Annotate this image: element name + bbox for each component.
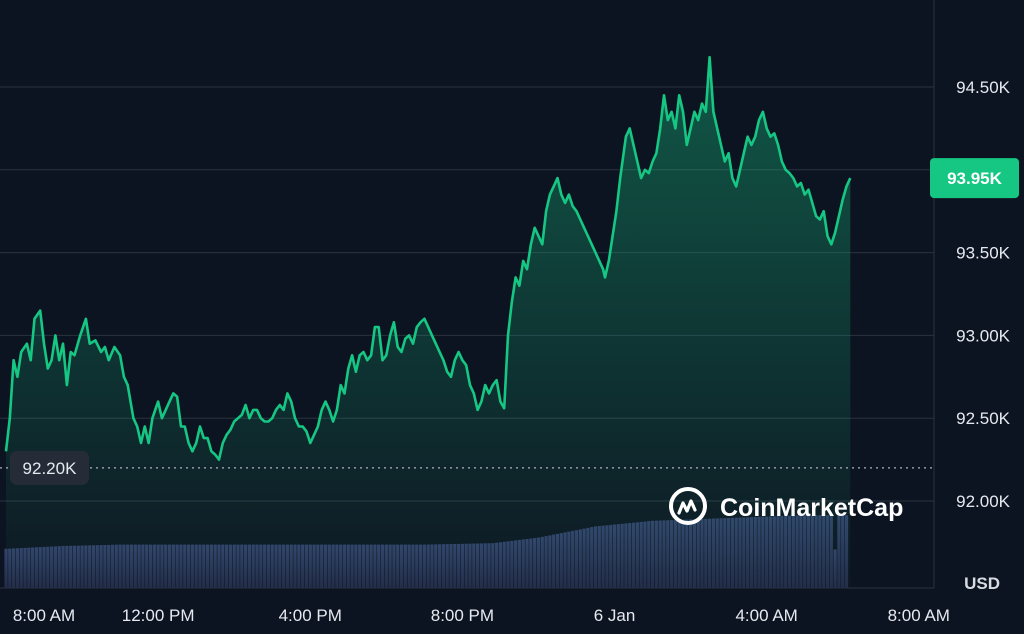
baseline-badge-bg <box>10 450 89 485</box>
y-tick-label: 92.00K <box>956 492 1011 511</box>
current-price-label: 93.95K <box>947 169 1003 188</box>
baseline-marker: 92.20K <box>0 450 934 485</box>
x-tick-label: 12:00 PM <box>122 606 195 625</box>
x-tick-label: 4:00 AM <box>735 606 797 625</box>
x-axis: 8:00 AM 12:00 PM 4:00 PM 8:00 PM 6 Jan 4:00 A… <box>13 606 950 625</box>
x-tick-label: 8:00 PM <box>431 606 494 625</box>
x-tick-label: 6 Jan <box>594 606 636 625</box>
y-tick-label: 92.50K <box>956 409 1011 428</box>
y-tick-label: 94.50K <box>956 78 1011 97</box>
current-price-badge: 93.95K <box>930 158 1019 199</box>
x-tick-label: 4:00 PM <box>279 606 342 625</box>
current-price-badge-bg <box>930 158 1019 199</box>
coinmarketcap-watermark: CoinMarketCap <box>669 487 903 525</box>
x-tick-label: 8:00 AM <box>888 606 950 625</box>
price-line <box>4 55 852 461</box>
x-tick-label: 8:00 AM <box>13 606 75 625</box>
price-area-fill <box>6 57 851 588</box>
coinmarketcap-logo-icon <box>669 487 707 525</box>
y-tick-label: 93.50K <box>956 244 1011 263</box>
price-area <box>4 55 852 588</box>
y-tick-label: 93.00K <box>956 326 1011 345</box>
baseline-label: 92.20K <box>23 459 78 478</box>
y-axis-unit: USD <box>964 574 1000 593</box>
watermark-text: CoinMarketCap <box>720 494 903 522</box>
